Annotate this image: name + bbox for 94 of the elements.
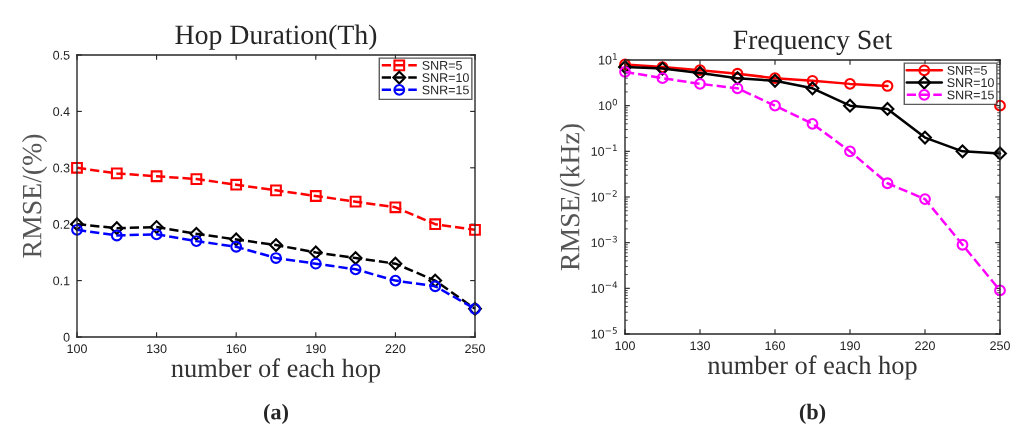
legend-label: SNR=10 — [947, 78, 994, 88]
point — [109, 221, 124, 236]
point — [844, 145, 856, 158]
point — [349, 263, 362, 276]
y-tick-label: 10$^{−2}$ — [591, 190, 617, 202]
point — [956, 238, 969, 251]
point — [994, 284, 1006, 297]
point — [805, 81, 820, 96]
y-tick-label: 0.1 — [53, 276, 70, 286]
point — [190, 235, 203, 248]
point — [309, 257, 322, 270]
point — [270, 252, 282, 264]
point — [843, 98, 857, 113]
y-axis-title: RMSE/(kHz) — [559, 124, 586, 271]
point — [110, 167, 123, 180]
x-tick-label: 130 — [147, 344, 167, 354]
point — [308, 245, 323, 260]
point — [388, 256, 403, 271]
x-tick-label: 130 — [690, 341, 710, 351]
text: (a) — [264, 403, 288, 424]
y-tick-label: 10$^{−3}$ — [591, 235, 617, 248]
point — [955, 144, 970, 159]
point — [70, 217, 84, 232]
point — [190, 173, 203, 185]
point — [694, 77, 706, 90]
y-tick-label: 10$^{−1}$ — [591, 144, 617, 156]
y-tick-label: 0.4 — [53, 107, 70, 117]
point — [150, 228, 163, 241]
point — [656, 72, 669, 85]
point — [619, 65, 631, 78]
x-tick-label: 100 — [615, 341, 635, 351]
point — [71, 161, 83, 174]
point — [469, 223, 481, 236]
point — [918, 130, 932, 145]
point — [919, 193, 931, 205]
point — [110, 229, 123, 242]
x-axis-title: number of each hop — [707, 355, 917, 380]
y-tick-label: 0.3 — [53, 163, 70, 173]
point — [994, 99, 1006, 112]
x-tick-label: 160 — [765, 341, 785, 351]
point — [429, 280, 442, 293]
point — [881, 177, 894, 190]
point — [618, 60, 632, 75]
x-tick-label: 100 — [67, 344, 87, 354]
point — [309, 190, 322, 202]
x-tick-label: 160 — [226, 344, 247, 354]
y-tick-label: 10$^{−5}$ — [591, 327, 617, 339]
x-tick-label: 220 — [915, 341, 935, 351]
x-tick-label: 250 — [990, 341, 1010, 351]
y-tick-label: 0 — [63, 332, 70, 342]
point — [806, 117, 819, 130]
legend-label: SNR=15 — [947, 90, 994, 100]
point — [270, 184, 282, 197]
point — [769, 99, 781, 112]
point — [731, 82, 744, 95]
chart-title: Frequency Set — [733, 30, 893, 55]
legend-label: SNR=5 — [947, 65, 987, 75]
point — [71, 223, 83, 236]
point — [349, 195, 362, 208]
x-tick-label: 190 — [306, 344, 326, 354]
chart-title: Hop Duration(Th) — [175, 24, 377, 50]
x-tick-label: 220 — [385, 344, 406, 354]
point — [269, 238, 283, 252]
y-tick-label: 0.2 — [53, 220, 70, 229]
point — [428, 273, 443, 288]
point — [230, 178, 243, 191]
point — [389, 274, 402, 287]
point — [881, 80, 894, 92]
x-axis-title: number of each hop — [171, 358, 381, 383]
point — [429, 218, 442, 231]
point — [731, 67, 744, 80]
point — [189, 226, 204, 241]
point — [993, 146, 1007, 161]
point — [229, 232, 244, 247]
point — [389, 201, 402, 214]
y-tick-label: 10$^{0}$ — [599, 98, 618, 111]
point — [150, 170, 163, 183]
legend-label: SNR=5 — [422, 60, 462, 70]
point — [230, 240, 243, 253]
legend-label: SNR=10 — [422, 73, 469, 83]
y-tick-label: 10$^{1}$ — [599, 53, 617, 65]
point — [730, 71, 745, 86]
y-tick-label: 10$^{−4}$ — [591, 281, 618, 293]
point — [880, 101, 895, 116]
legend-label: SNR=15 — [422, 85, 469, 95]
point — [806, 74, 819, 87]
x-tick-label: 190 — [840, 341, 860, 351]
y-tick-label: 0.5 — [53, 50, 70, 60]
point — [348, 251, 363, 265]
point — [844, 77, 856, 90]
x-tick-label: 250 — [465, 344, 485, 354]
text: (b) — [799, 403, 826, 424]
point — [149, 220, 164, 234]
y-axis-title: RMSE/(%) — [21, 134, 48, 258]
